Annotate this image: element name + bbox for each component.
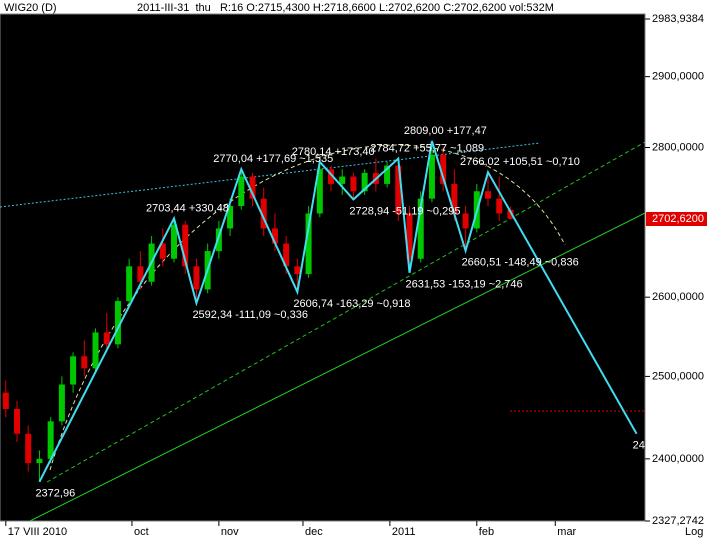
pivot-label: 2660,51 -148,49 ~0,836	[462, 257, 579, 269]
pivot-label: 2780,14 +173,40	[292, 146, 375, 158]
y-tick-label: 2900,0000	[652, 71, 704, 83]
candle-body	[103, 332, 110, 345]
candle-body	[171, 224, 178, 259]
candle-body	[92, 332, 99, 369]
candle-body	[238, 176, 245, 207]
pivot-label: 2631,53 -153,19 ~2,746	[406, 279, 523, 291]
candle-body	[126, 266, 133, 302]
candle-body	[137, 266, 144, 282]
candle-body	[25, 433, 32, 464]
candle-body	[182, 224, 189, 267]
x-tick-label: feb	[479, 526, 494, 538]
candle-body	[215, 228, 222, 252]
candle-body	[339, 176, 346, 184]
pivot-label: 2430,00	[633, 440, 673, 452]
candle-body	[14, 408, 21, 434]
y-tick-label: 2400,0000	[652, 453, 704, 465]
candle-body	[406, 213, 413, 259]
candle-body	[249, 176, 256, 199]
trend-line	[0, 142, 541, 208]
symbol: WIG20 (D)	[4, 2, 57, 14]
candle-body	[2, 392, 9, 409]
x-tick-label: oct	[134, 526, 149, 538]
candle-body	[70, 356, 77, 385]
last-price-label: 2702,6200	[652, 213, 704, 225]
candle-body	[462, 213, 469, 229]
candle-body	[294, 266, 301, 275]
plot-area	[0, 13, 646, 522]
candle-body	[271, 228, 278, 244]
candle-body	[451, 183, 458, 214]
trend-line	[46, 141, 645, 483]
zigzag-line	[38, 140, 638, 483]
candle-body	[507, 209, 514, 219]
candle-body	[36, 458, 43, 464]
candle-body	[496, 198, 503, 214]
candle-body	[384, 165, 391, 184]
candle-body	[283, 243, 290, 267]
x-tick-label: nov	[221, 526, 239, 538]
candle-body	[417, 198, 424, 259]
pivot-label: 2703,44 +330,48	[146, 202, 229, 214]
candle-body	[305, 213, 312, 275]
candle-body	[428, 154, 435, 199]
axis-layer: 2327,2742 2400,0000 2500,0000 2600,0000 2800…	[5, 13, 707, 538]
candle-body	[316, 169, 323, 214]
candle-body	[47, 421, 54, 459]
pivot-label: 2809,00 +177,47	[404, 125, 487, 137]
pivot-label: 2372,96	[35, 488, 75, 500]
y-tick-label: 2800,0000	[652, 141, 704, 153]
candle-body	[227, 206, 234, 229]
candle-body	[350, 176, 357, 192]
candle-body	[58, 384, 65, 422]
pivot-label: 2770,04 +177,69 ~1,535	[213, 153, 333, 165]
x-tick-label: mar	[557, 526, 576, 538]
candle-body	[395, 165, 402, 214]
candle-body	[440, 154, 447, 184]
pivot-label: 2766,02 +105,51 ~0,710	[460, 156, 580, 168]
bar-info: 2011-III-31 thu R:16 O:2715,4300 H:2718,…	[137, 2, 554, 14]
last-price-box	[646, 211, 707, 226]
candle-body	[114, 301, 121, 345]
trend-line	[29, 212, 645, 521]
y-tick-label: 2600,0000	[652, 291, 704, 303]
pivot-label: 2592,34 -111,09 ~0,336	[192, 309, 307, 321]
scale-label: Log	[685, 526, 703, 538]
candle-body	[81, 356, 88, 369]
y-tick-label: 2327,2742	[652, 515, 704, 527]
pivot-label: 2606,74 -163,29 ~0,918	[293, 298, 410, 310]
candle-body	[361, 172, 368, 192]
pivot-label: 2784,72 +55,77 ~1,089	[370, 142, 484, 154]
candle-body	[260, 198, 267, 229]
x-tick-label: 17 VIII 2010	[8, 526, 67, 538]
candle-body	[159, 243, 166, 259]
y-tick-label: 2500,0000	[652, 370, 704, 382]
x-tick-label: dec	[305, 526, 323, 538]
candle-body	[328, 169, 335, 184]
candle-body	[485, 191, 492, 199]
x-tick-label: 2011	[392, 526, 416, 538]
pivot-label: 2728,94 -51,19 ~0,295	[349, 205, 460, 217]
y-tick-label: 2983,9384	[652, 13, 704, 25]
candle-body	[193, 266, 200, 290]
series-layer: 2372,96 2703,44 +330,48 2592,34 -111,09 ~0…	[2, 125, 673, 500]
